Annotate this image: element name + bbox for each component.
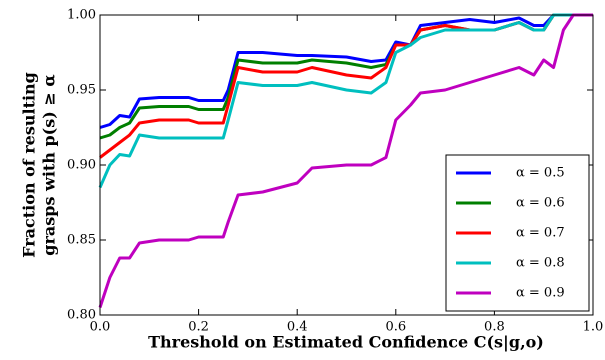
y-tick-label: 0.80: [67, 308, 96, 323]
x-tick-label: 0.4: [287, 320, 308, 335]
x-axis-label: Threshold on Estimated Confidence C(s|g,…: [148, 333, 544, 352]
legend-label: α = 0.8: [516, 256, 565, 271]
y-tick-label: 0.90: [67, 158, 96, 173]
legend-label: α = 0.6: [516, 196, 565, 211]
line: [99, 13, 593, 159]
x-tick-label: 0.2: [188, 320, 209, 335]
y-axis-label: Fraction of resulting: [20, 72, 39, 258]
y-axis-label: grasps with p(s) ≥ α: [40, 74, 59, 255]
line: [98, 13, 593, 189]
x-tick-label: 1.0: [583, 320, 604, 335]
y-tick-label: 1.00: [67, 8, 96, 23]
x-tick-label: 0.0: [90, 320, 111, 335]
line: [98, 13, 593, 308]
line: [99, 13, 593, 129]
x-tick-label: 0.8: [484, 320, 505, 335]
x-tick-label: 0.6: [385, 320, 406, 335]
plot-frame: [99, 14, 594, 316]
legend-label: α = 0.9: [516, 286, 565, 301]
legend-label: α = 0.7: [516, 226, 565, 241]
y-tick-label: 0.85: [67, 233, 96, 248]
legend-label: α = 0.5: [516, 166, 565, 181]
y-tick-label: 0.95: [67, 83, 96, 98]
